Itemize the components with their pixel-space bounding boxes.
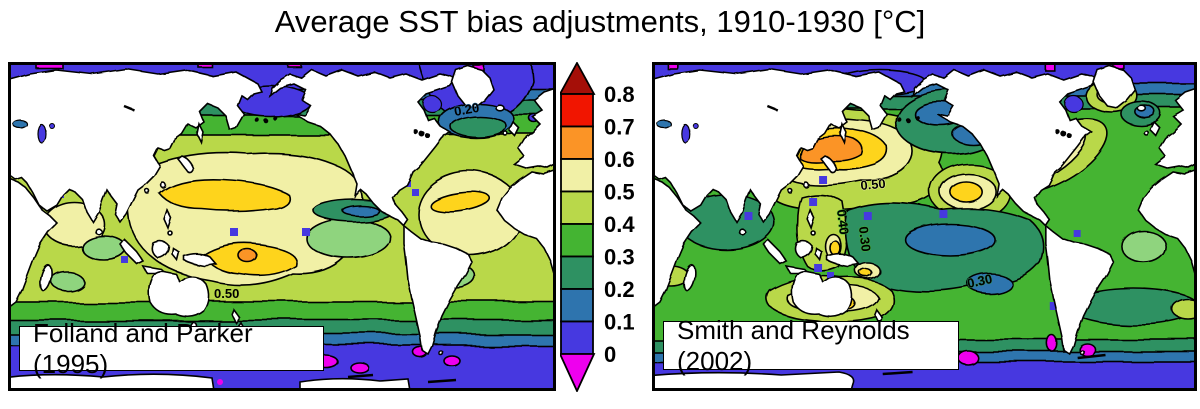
- colorbar-tick-label: 0.1: [604, 310, 635, 335]
- contour-label: 0.20: [453, 100, 481, 119]
- panel-folland-parker: 0.20 0.50 0.20 Folland and Parker (1995): [8, 62, 556, 391]
- contour-label: 0.50: [214, 286, 239, 301]
- colorbar-tick-label: 0.2: [604, 277, 635, 302]
- colorbar-box: [560, 288, 594, 323]
- ocean-contours-right: [652, 62, 1197, 391]
- contour-label: 0.50: [860, 176, 886, 193]
- colorbar-tick-label: 0: [604, 342, 616, 367]
- colorbar-svg: 0.8 0.7 0.6 0.5 0.4 0.3 0.2 0.1 0: [560, 62, 635, 392]
- colorbar-tick-label: 0.7: [604, 115, 635, 140]
- colorbar-tick-label: 0.4: [604, 212, 635, 237]
- panel-smith-reynolds: 0.50 0.40 0.30 0.30 Smith and Reynolds (…: [652, 62, 1197, 391]
- colorbar-under-arrow: [560, 353, 596, 392]
- map-folland-parker: 0.20 0.50 0.20: [8, 62, 556, 391]
- colorbar-box: [560, 320, 594, 355]
- colorbar: 0.8 0.7 0.6 0.5 0.4 0.3 0.2 0.1 0: [560, 62, 660, 392]
- panel-label: Folland and Parker (1995): [33, 317, 253, 379]
- contour-label: 0.30: [966, 271, 994, 291]
- colorbar-tick-label: 0.3: [604, 245, 635, 270]
- map-frame: [8, 62, 556, 391]
- panel-label-box: Folland and Parker (1995): [19, 318, 324, 379]
- contour-label: 0.40: [834, 209, 852, 236]
- map-smith-reynolds: 0.50 0.40 0.30 0.30: [652, 62, 1197, 391]
- antarctica-coast: [652, 353, 1106, 391]
- panel-label: Smith and Reynolds (2002): [677, 314, 910, 376]
- ocean-contours-left: [8, 62, 556, 391]
- colorbar-box: [560, 93, 594, 128]
- colorbar-box: [560, 158, 594, 193]
- colorbar-box: [560, 255, 594, 290]
- colorbar-box: [560, 125, 594, 160]
- colorbar-box: [560, 190, 594, 225]
- antarctica-coast: [8, 373, 457, 391]
- contour-label: 0.30: [856, 226, 874, 253]
- colorbar-tick-label: 0.6: [604, 147, 635, 172]
- colorbar-tick-label: 0.5: [604, 180, 635, 205]
- figure-title: Average SST bias adjustments, 1910-1930 …: [274, 4, 926, 39]
- panel-label-box: Smith and Reynolds (2002): [663, 315, 959, 376]
- map-frame: [652, 62, 1197, 391]
- colorbar-box: [560, 223, 594, 258]
- colorbar-over-arrow: [560, 62, 596, 95]
- colorbar-tick-label: 0.8: [604, 82, 635, 107]
